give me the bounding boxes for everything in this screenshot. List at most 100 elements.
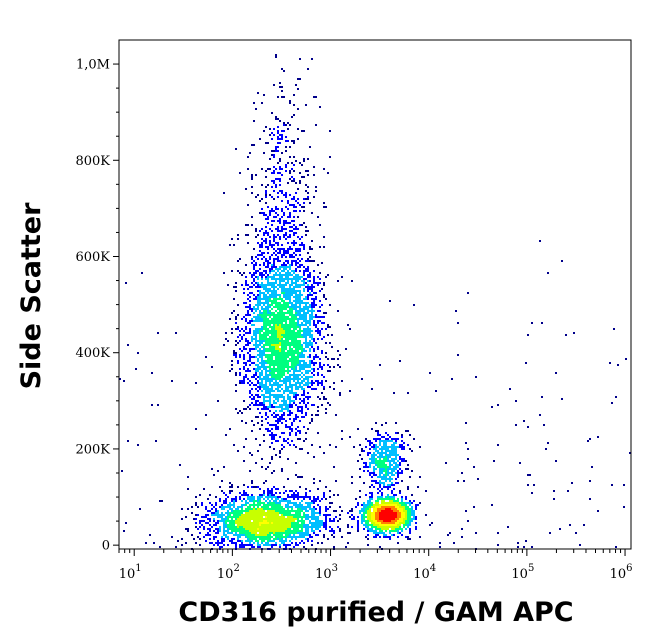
data-point [247,508,249,510]
data-point [315,380,317,382]
data-point [305,534,307,536]
data-point [299,210,301,212]
data-point [375,520,377,522]
data-point [275,268,277,270]
data-point [269,344,271,346]
data-point [271,472,273,474]
data-point [271,504,273,506]
data-point [377,528,379,530]
data-point [283,264,285,266]
data-point [305,432,307,434]
data-point [289,320,291,322]
data-point [289,308,291,310]
data-point [303,222,305,224]
data-point [277,162,279,164]
data-point [285,500,287,502]
data-point [291,518,293,520]
data-point [531,546,533,548]
data-point [277,366,279,368]
data-point [313,278,315,280]
data-point [291,502,293,504]
data-point [365,464,367,466]
data-point [267,374,269,376]
data-point [287,354,289,356]
data-point [281,500,283,502]
data-point [393,534,395,536]
data-point [305,342,307,344]
data-point [381,492,383,494]
data-point [279,296,281,298]
data-point [383,502,385,504]
data-point [271,318,273,320]
data-point [377,510,379,512]
data-point [245,422,247,424]
data-point [273,296,275,298]
data-point [409,538,411,540]
data-point [271,498,273,500]
data-point [267,494,269,496]
data-point [353,446,355,448]
data-point [235,518,237,520]
data-point [283,514,285,516]
data-point [363,516,365,518]
data-point [243,498,245,500]
data-point [385,460,387,462]
data-point [291,516,293,518]
data-point [267,380,269,382]
data-point [285,294,287,296]
data-point [405,528,407,530]
data-point [321,328,323,330]
data-point [273,354,275,356]
data-point [259,312,261,314]
data-point [297,370,299,372]
data-point [265,238,267,240]
data-point [409,504,411,506]
data-point [317,332,319,334]
data-point [283,284,285,286]
data-point [283,334,285,336]
data-point [249,526,251,528]
data-point [313,518,315,520]
data-point [299,324,301,326]
data-point [253,264,255,266]
data-point [375,522,377,524]
data-point [275,500,277,502]
data-point [137,352,139,354]
data-point [255,364,257,366]
data-point [465,442,467,444]
data-point [291,294,293,296]
data-point [307,398,309,400]
data-point [387,494,389,496]
data-point [303,130,305,132]
data-point [235,522,237,524]
data-point [275,330,277,332]
data-point [395,514,397,516]
data-point [303,534,305,536]
data-point [309,422,311,424]
data-point [263,340,265,342]
data-point [259,320,261,322]
data-point [251,324,253,326]
data-point [273,170,275,172]
data-point [297,348,299,350]
data-point [385,528,387,530]
data-point [295,262,297,264]
data-point [247,322,249,324]
data-point [293,516,295,518]
data-point [403,506,405,508]
data-point [283,274,285,276]
data-point [307,326,309,328]
data-point [299,276,301,278]
data-point [263,352,265,354]
data-point [203,520,205,522]
data-point [399,458,401,460]
data-point [289,284,291,286]
data-point [291,352,293,354]
data-point [269,342,271,344]
data-point [307,198,309,200]
data-point [237,540,239,542]
data-point [221,516,223,518]
data-point [195,428,197,430]
data-point [251,224,253,226]
data-point [267,520,269,522]
